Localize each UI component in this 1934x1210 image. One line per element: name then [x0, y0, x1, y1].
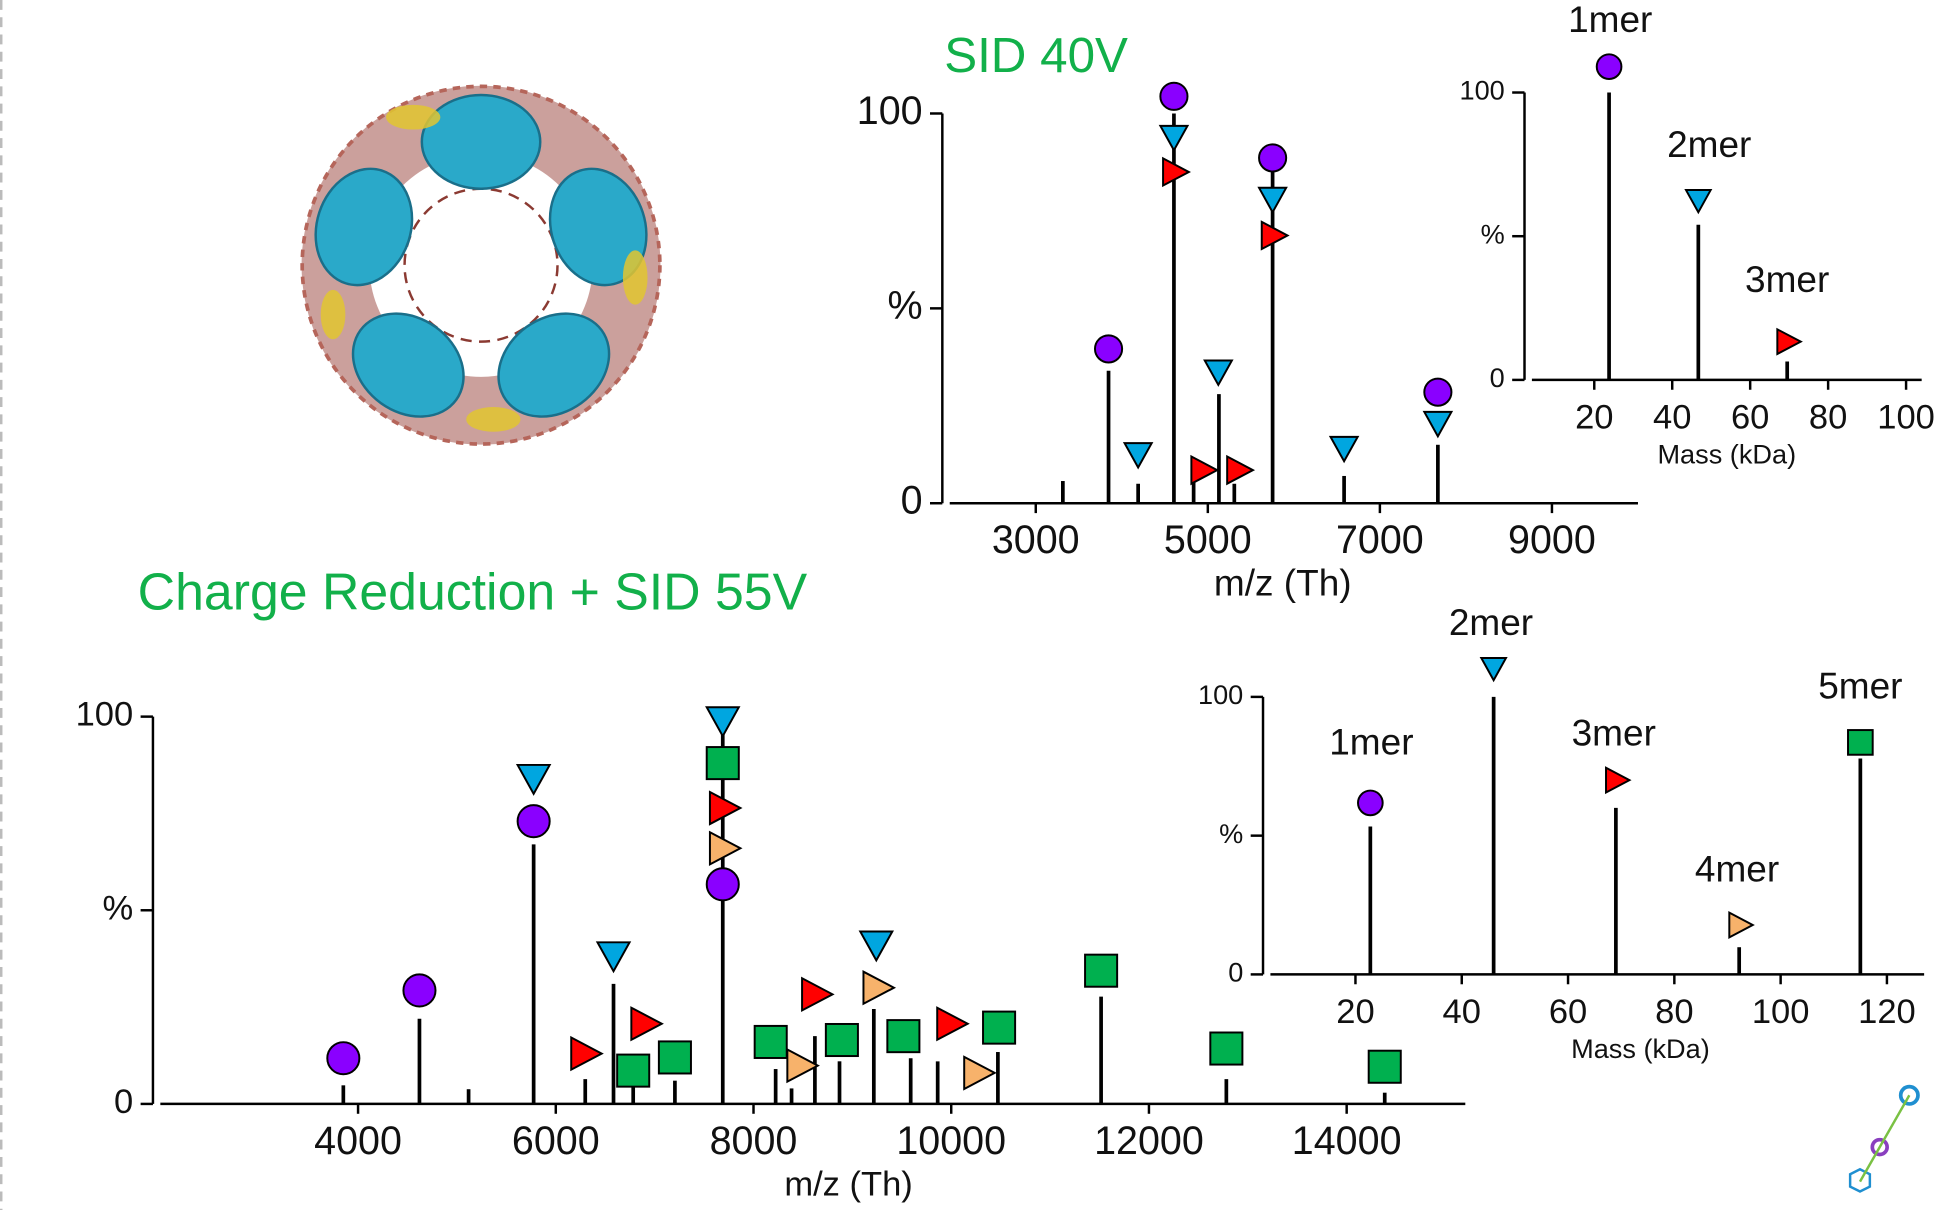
figure: SID 40V 0% 100 3000 5000 7000 9000 m/z (Th) 0% 10…	[0, 0, 1934, 1210]
marker	[1163, 158, 1189, 185]
x-tick-label: 120	[1858, 993, 1916, 1031]
x-tick-label: 8000	[710, 1119, 798, 1163]
marker	[1777, 329, 1800, 354]
marker	[937, 1008, 967, 1040]
marker	[802, 978, 832, 1010]
x-tick-label: 100	[1752, 993, 1810, 1031]
marker	[964, 1057, 994, 1089]
x-tick-label: 4000	[314, 1119, 402, 1163]
x-tick-label: 100	[1877, 398, 1934, 436]
marker	[707, 747, 739, 779]
annotation: 2mer	[1449, 602, 1533, 643]
marker	[1481, 658, 1506, 680]
y-tick-label: %	[1219, 818, 1243, 849]
marker	[860, 931, 892, 960]
x-tick-label: 9000	[1508, 518, 1596, 562]
marker	[707, 707, 739, 736]
marker	[1262, 222, 1288, 249]
annotation: 1mer	[1568, 0, 1652, 40]
marker	[887, 1020, 919, 1052]
x-tick-label: 12000	[1094, 1119, 1204, 1163]
annotation: 4mer	[1695, 849, 1779, 890]
y-tick-label: 100	[857, 89, 923, 133]
marker	[1160, 126, 1187, 150]
marker	[1095, 335, 1122, 362]
y-tick-label: 100	[1198, 679, 1243, 710]
marker	[1848, 730, 1873, 755]
marker	[1210, 1033, 1242, 1065]
annotation: 3mer	[1745, 259, 1829, 300]
marker	[983, 1012, 1015, 1044]
y-tick-label: 0	[114, 1083, 133, 1121]
marker	[1424, 412, 1451, 436]
page: SID 40V 0% 100 3000 5000 7000 9000 m/z (Th) 0% 10…	[0, 0, 1934, 1210]
x-tick-label: 40	[1443, 993, 1481, 1031]
x-tick-label: 60	[1731, 398, 1769, 436]
chart-title: Charge Reduction + SID 55V	[138, 562, 808, 620]
marker	[1160, 83, 1187, 110]
marker	[631, 1008, 661, 1040]
marker	[1331, 437, 1358, 461]
marker	[1597, 54, 1622, 79]
y-tick-label: %	[888, 284, 923, 328]
marker	[1259, 144, 1286, 171]
marker	[1227, 457, 1253, 484]
x-axis-label: Mass (kDa)	[1657, 439, 1796, 470]
annotation: 3mer	[1572, 713, 1656, 754]
logo	[1850, 1087, 1918, 1192]
y-tick-label: 0	[901, 479, 923, 523]
marker	[571, 1038, 601, 1070]
x-tick-label: 5000	[1164, 518, 1252, 562]
marker	[863, 972, 893, 1004]
x-axis-label: m/z (Th)	[1214, 563, 1352, 604]
x-tick-label: 20	[1336, 993, 1374, 1031]
x-tick-label: 6000	[512, 1119, 600, 1163]
x-tick-label: 7000	[1336, 518, 1424, 562]
x-tick-label: 20	[1575, 398, 1613, 436]
annotation: 1mer	[1329, 722, 1413, 763]
y-tick-label: 100	[1460, 75, 1505, 106]
marker	[518, 765, 550, 794]
protein-structure	[301, 86, 661, 444]
marker	[1125, 443, 1152, 467]
y-tick-label: 100	[76, 696, 134, 734]
x-tick-label: 80	[1655, 993, 1693, 1031]
marker	[403, 974, 435, 1006]
marker	[1191, 457, 1217, 484]
marker	[1369, 1051, 1401, 1083]
marker	[617, 1055, 649, 1087]
marker	[1606, 768, 1629, 793]
annotation: 2mer	[1667, 124, 1751, 165]
y-tick-label: 0	[1228, 957, 1243, 988]
marker	[1205, 360, 1232, 384]
marker	[327, 1042, 359, 1074]
marker	[1686, 190, 1711, 212]
x-tick-label: 14000	[1292, 1119, 1402, 1163]
marker	[1259, 188, 1286, 212]
marker	[826, 1024, 858, 1056]
marker	[755, 1026, 787, 1058]
x-axis-label: m/z (Th)	[784, 1166, 912, 1204]
chart-title: SID 40V	[944, 28, 1128, 83]
x-axis-label: Mass (kDa)	[1571, 1033, 1710, 1064]
x-tick-label: 10000	[896, 1119, 1006, 1163]
y-tick-label: %	[103, 889, 134, 927]
annotation: 5mer	[1818, 665, 1902, 706]
y-tick-label: %	[1481, 218, 1505, 249]
x-tick-label: 80	[1809, 398, 1847, 436]
marker	[710, 792, 740, 824]
marker	[597, 942, 629, 971]
y-tick-label: 0	[1490, 362, 1505, 393]
marker	[518, 805, 550, 837]
marker	[710, 832, 740, 864]
x-tick-label: 60	[1549, 993, 1587, 1031]
x-tick-label: 40	[1653, 398, 1691, 436]
marker	[707, 868, 739, 900]
marker	[1424, 379, 1451, 406]
marker	[659, 1041, 691, 1073]
marker	[1085, 955, 1117, 987]
x-tick-label: 3000	[992, 518, 1080, 562]
marker	[1729, 913, 1752, 938]
marker	[1358, 791, 1383, 816]
